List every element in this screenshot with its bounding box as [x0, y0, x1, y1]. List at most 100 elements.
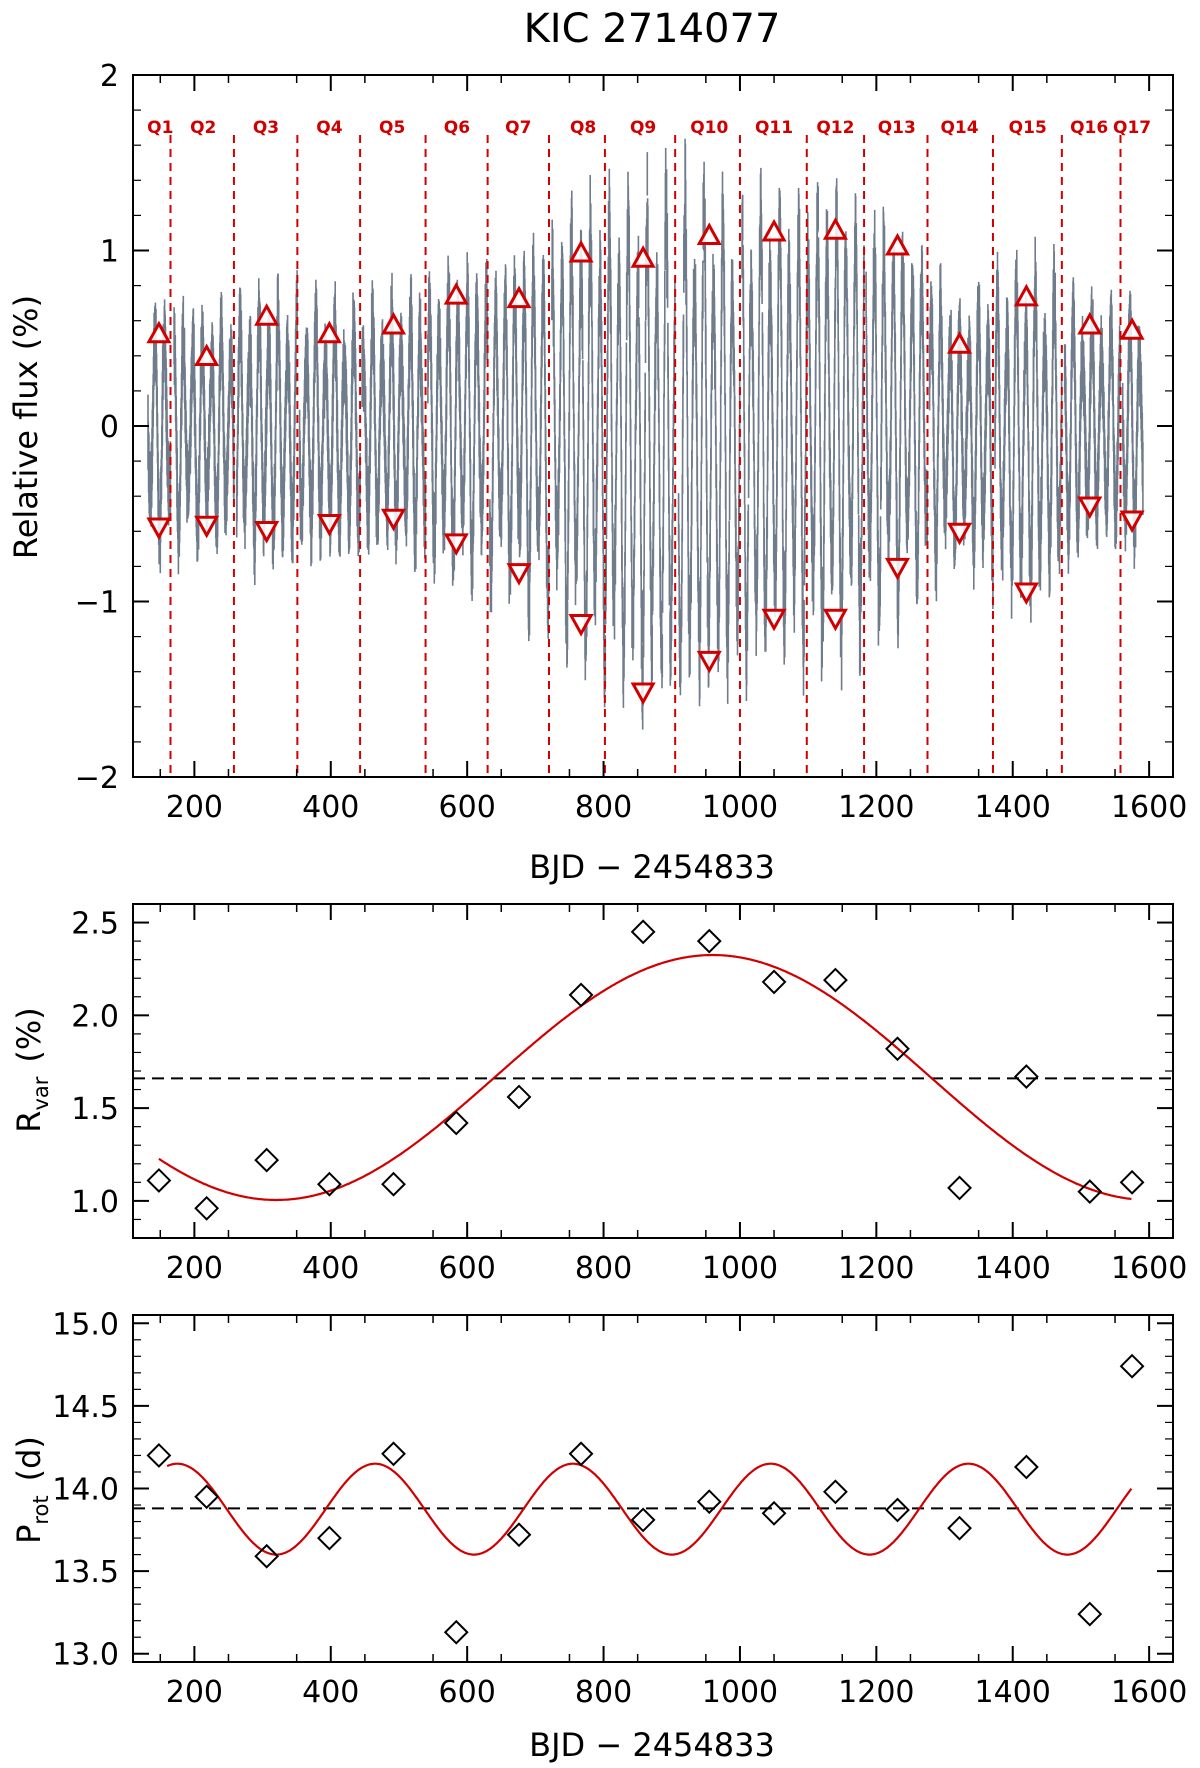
- quarter-label: Q17: [1113, 118, 1151, 138]
- quarter-label: Q7: [505, 118, 531, 138]
- fit-curve: [166, 1462, 1133, 1556]
- x-tick-label: 1200: [838, 790, 914, 825]
- max-triangle-marker: [254, 303, 280, 326]
- y-axis-label-main: R: [10, 1111, 48, 1133]
- fit-curve: [158, 953, 1132, 1202]
- diamond-point: [316, 1525, 342, 1551]
- quarter-label: Q6: [444, 118, 470, 138]
- diamond-point: [947, 1515, 972, 1541]
- diamond-point: [761, 969, 787, 995]
- y-axis-ticks: 1.0 1.5 2.0 2.5: [71, 903, 1173, 1239]
- prot-points: [146, 1353, 1145, 1645]
- x-tick-label: 400: [302, 1251, 359, 1286]
- max-triangle-marker: [568, 239, 594, 263]
- diamond-point: [1119, 1353, 1145, 1379]
- max-triangle-marker: [146, 320, 172, 344]
- x-tick-label: 1600: [1111, 1251, 1187, 1286]
- max-triangle-marker: [761, 218, 787, 242]
- y-axis-label-main: P: [10, 1525, 48, 1544]
- sinusoid-fit-curve: [158, 953, 1132, 1202]
- max-triangle-marker: [380, 311, 407, 335]
- min-triangle-marker: [1077, 496, 1103, 520]
- max-triangle-marker: [1119, 317, 1145, 340]
- y-axis-label: Prot (d): [10, 1436, 53, 1544]
- diamond-point: [630, 1507, 656, 1533]
- diamond-point: [885, 1497, 910, 1523]
- min-triangle-marker: [946, 522, 973, 546]
- min-triangle-marker: [1013, 582, 1039, 606]
- diamond-point: [316, 1171, 342, 1197]
- diamond-point: [1119, 1169, 1145, 1195]
- max-triangle-marker: [506, 285, 532, 309]
- min-triangle-marker: [506, 563, 532, 586]
- y-tick-label: 2: [100, 59, 119, 94]
- diamond-point: [823, 1479, 848, 1505]
- quarter-label: Q5: [379, 118, 405, 138]
- y-axis-ticks: 13.0 13.5 14.0 14.5 15.0: [52, 1307, 1173, 1673]
- min-triangle-marker: [761, 608, 787, 632]
- diamond-point: [1077, 1179, 1103, 1205]
- y-tick-label: −1: [75, 586, 119, 621]
- x-tick-label: 1600: [1111, 790, 1187, 825]
- diamond-point: [146, 1168, 172, 1193]
- x-tick-label: 600: [439, 1675, 496, 1710]
- min-triangle-marker: [568, 614, 594, 637]
- x-axis-ticks: 200 400 600 800 1000 1200 1400 1600: [159, 1315, 1187, 1710]
- quarter-label: Q4: [316, 118, 342, 138]
- y-tick-label: 1: [100, 235, 119, 270]
- quarter-label: Q12: [816, 118, 854, 138]
- y-tick-label: 15.0: [52, 1307, 119, 1342]
- diamond-point: [443, 1619, 469, 1645]
- x-tick-label: 1000: [702, 790, 778, 825]
- max-triangle-marker: [696, 222, 722, 245]
- diamond-point: [381, 1441, 406, 1467]
- diamond-point: [381, 1171, 406, 1197]
- diamond-point: [630, 919, 656, 945]
- x-axis-ticks: 200 400 600 800 1000 1200 1400 1600: [159, 75, 1187, 825]
- chart-title: KIC 2714077: [524, 6, 781, 52]
- min-triangle-marker: [696, 650, 722, 674]
- max-triangle-marker: [630, 245, 656, 268]
- diamond-point: [947, 1175, 972, 1201]
- diamond-point: [254, 1543, 280, 1569]
- min-triangle-marker: [146, 517, 172, 541]
- y-tick-label: −2: [75, 761, 119, 796]
- diamond-point: [194, 1484, 220, 1510]
- x-tick-label: 200: [166, 790, 223, 825]
- x-tick-label: 1600: [1111, 1675, 1187, 1710]
- quarter-label: Q10: [690, 118, 728, 138]
- diamond-point: [568, 1441, 594, 1467]
- quarter-markers: [146, 217, 1145, 706]
- y-axis-label-units: (d): [10, 1436, 48, 1481]
- x-tick-label: 200: [166, 1251, 223, 1286]
- max-triangle-marker: [946, 331, 973, 354]
- sinusoid-fit-curve: [166, 1462, 1133, 1556]
- diamond-point: [443, 1110, 469, 1136]
- max-triangle-marker: [822, 217, 848, 240]
- y-axis-label-sub: var: [29, 1076, 53, 1110]
- x-tick-label: 1400: [975, 790, 1051, 825]
- diamond-point: [568, 982, 594, 1008]
- quarter-label: Q13: [878, 118, 916, 138]
- diamond-point: [1013, 1064, 1039, 1089]
- light-curve-data: [147, 138, 1144, 730]
- plot-frame: [132, 903, 1174, 1239]
- quarter-label: Q8: [570, 118, 596, 138]
- y-tick-label: 14.5: [52, 1390, 119, 1425]
- y-axis-label: Rvar (%): [10, 1007, 53, 1133]
- y-axis-label-units: (%): [10, 1007, 48, 1062]
- diamond-point: [1013, 1454, 1039, 1480]
- quarter-label: Q3: [253, 118, 279, 138]
- x-axis-label: BJD − 2454833: [529, 1726, 775, 1764]
- max-triangle-marker: [194, 343, 220, 367]
- min-triangle-marker: [194, 515, 220, 539]
- min-triangle-marker: [630, 682, 656, 706]
- x-tick-label: 1200: [838, 1251, 914, 1286]
- diamond-point: [696, 928, 722, 954]
- y-axis-label-sub: rot: [29, 1495, 53, 1524]
- diamond-point: [823, 967, 848, 993]
- y-tick-label: 2.0: [71, 999, 119, 1034]
- min-triangle-marker: [254, 521, 280, 544]
- x-tick-label: 1000: [702, 1251, 778, 1286]
- min-triangle-marker: [884, 557, 911, 581]
